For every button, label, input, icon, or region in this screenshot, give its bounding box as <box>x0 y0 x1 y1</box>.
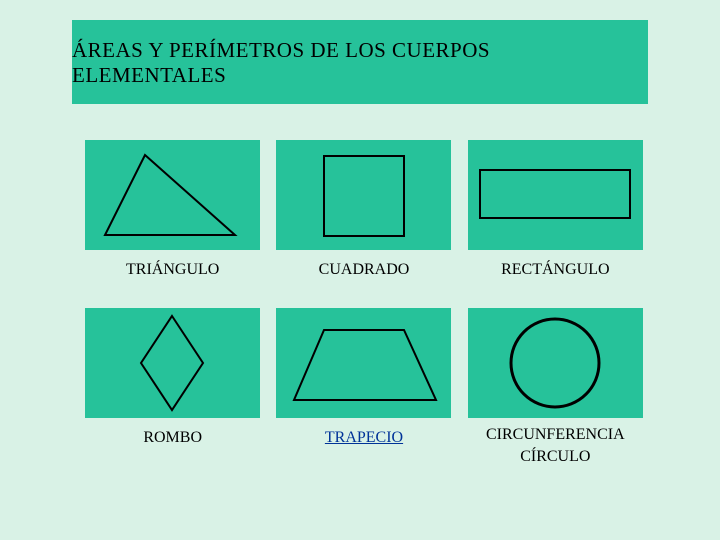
shape-square <box>276 140 451 250</box>
shape-circle <box>468 308 643 418</box>
trapezoid-icon <box>276 308 451 418</box>
label-circle: CIRCUNFERENCIA CÍRCULO <box>486 418 625 474</box>
label-rectangle: RECTÁNGULO <box>501 250 609 290</box>
label-circumference: CIRCUNFERENCIA <box>486 424 625 446</box>
label-square: CUADRADO <box>319 250 410 290</box>
cell-trapezoid: TRAPECIO <box>275 308 452 474</box>
label-circle-text: CÍRCULO <box>520 446 590 468</box>
cell-square: CUADRADO <box>275 140 452 290</box>
page: ÁREAS Y PERÍMETROS DE LOS CUERPOS ELEMEN… <box>0 0 720 540</box>
title-panel: ÁREAS Y PERÍMETROS DE LOS CUERPOS ELEMEN… <box>72 20 648 104</box>
shape-triangle <box>85 140 260 250</box>
page-title: ÁREAS Y PERÍMETROS DE LOS CUERPOS ELEMEN… <box>72 38 648 88</box>
shape-rectangle <box>468 140 643 250</box>
triangle-icon <box>85 140 260 250</box>
label-rhombus: ROMBO <box>143 418 202 458</box>
cell-circle: CIRCUNFERENCIA CÍRCULO <box>467 308 644 474</box>
shape-trapezoid <box>276 308 451 418</box>
cell-rhombus: ROMBO <box>84 308 261 474</box>
rhombus-icon <box>85 308 260 418</box>
cell-triangle: TRIÁNGULO <box>84 140 261 290</box>
label-triangle: TRIÁNGULO <box>126 250 219 290</box>
shapes-grid: TRIÁNGULO CUADRADO RECTÁNGULO <box>84 140 644 474</box>
square-icon <box>276 140 451 250</box>
rectangle-icon <box>468 140 643 250</box>
circle-icon <box>468 308 643 418</box>
label-trapezoid: TRAPECIO <box>325 418 403 458</box>
cell-rectangle: RECTÁNGULO <box>467 140 644 290</box>
trapezoid-link[interactable]: TRAPECIO <box>325 429 403 447</box>
shape-rhombus <box>85 308 260 418</box>
